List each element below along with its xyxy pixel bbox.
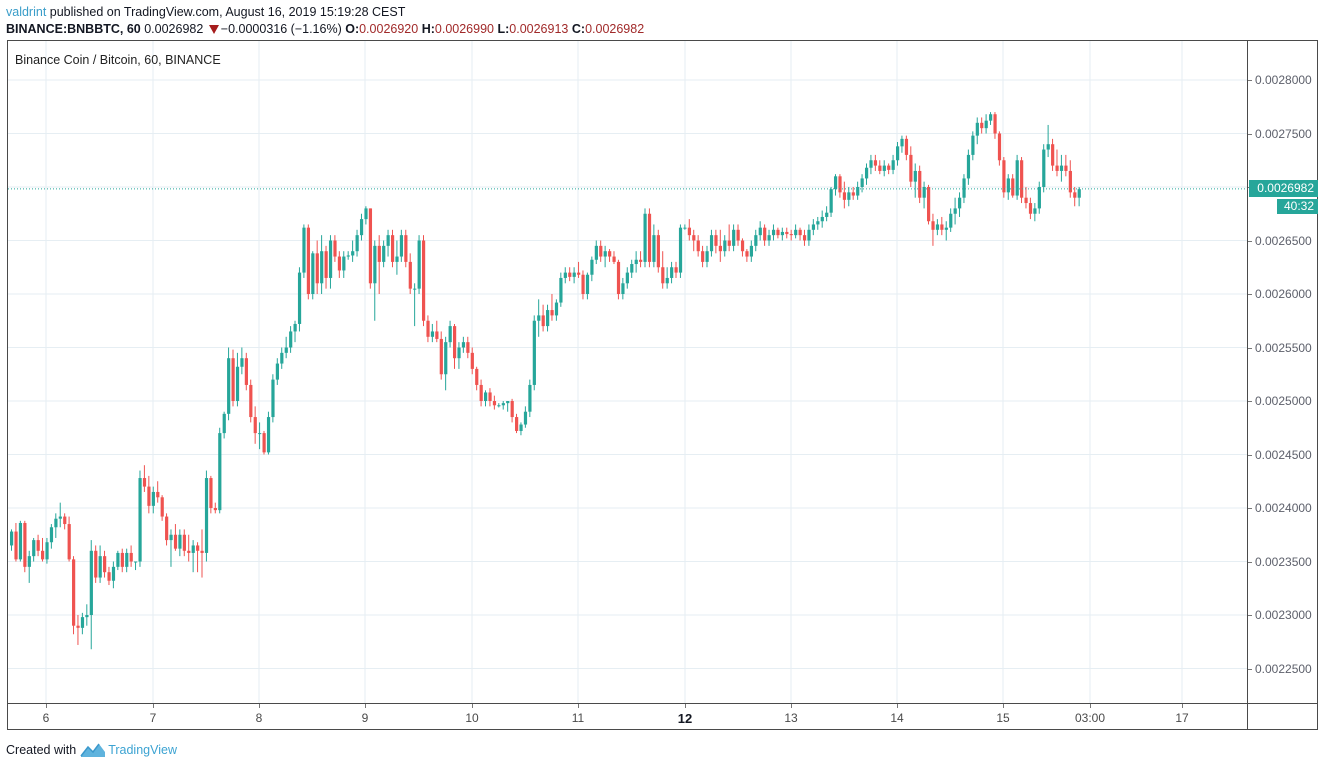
publish-info: valdrint published on TradingView.com, A…: [6, 5, 405, 19]
time-tick-label: 10: [465, 711, 479, 725]
price-tick-mark: [1248, 615, 1252, 616]
low-value: 0.0026913: [509, 22, 569, 36]
published-text: published on TradingView.com, August 16,…: [46, 5, 406, 19]
open-label: O:: [345, 22, 360, 36]
price-tick-mark: [1248, 401, 1252, 402]
author-link[interactable]: valdrint: [6, 5, 47, 19]
price-tick-mark: [1248, 508, 1252, 509]
close-value: 0.0026982: [585, 22, 645, 36]
tradingview-brand-link[interactable]: TradingView: [108, 743, 177, 757]
price-tick-label: 0.0026500: [1255, 233, 1312, 248]
last-price-badge: 0.0026982: [1249, 180, 1318, 198]
time-tick-label: 14: [890, 711, 904, 725]
high-value: 0.0026990: [434, 22, 494, 36]
price-tick-mark: [1248, 347, 1252, 349]
time-tick-label: 11: [571, 711, 585, 725]
last-price: 0.0026982: [144, 22, 204, 36]
price-tick-mark: [1248, 133, 1252, 135]
time-tick-mark: [1090, 704, 1091, 708]
symbol-label: BINANCE:BNBBTC, 60: [6, 22, 141, 36]
time-tick-mark: [1003, 704, 1004, 708]
price-axis-border: [1247, 40, 1248, 730]
price-change: −0.0000316 (−1.16%): [220, 22, 342, 36]
symbol-legend: BINANCE:BNBBTC, 60 0.0026982 −0.0000316 …: [6, 22, 644, 36]
price-tick-label: 0.0023000: [1255, 608, 1312, 622]
open-value: 0.0026920: [359, 22, 419, 36]
tradingview-logo-icon: [80, 743, 106, 757]
time-tick-mark: [153, 704, 154, 708]
price-tick-label: 0.0025000: [1255, 394, 1312, 408]
price-tick-mark: [1248, 561, 1252, 563]
time-tick-label: 03:00: [1074, 711, 1106, 725]
price-tick-label: 0.0023500: [1255, 554, 1312, 569]
price-tick-label: 0.0022500: [1255, 661, 1312, 676]
time-tick-mark: [791, 704, 792, 708]
price-tick-label: 0.0024000: [1255, 501, 1312, 515]
time-tick-mark: [685, 704, 686, 708]
pane-title: Binance Coin / Bitcoin, 60, BINANCE: [15, 53, 221, 67]
created-with-text: Created with: [6, 743, 77, 757]
time-tick-label: 6: [42, 711, 50, 725]
time-tick-label: 12: [677, 711, 693, 726]
time-tick-mark: [46, 704, 47, 708]
price-tick-mark: [1248, 80, 1252, 81]
price-tick-mark: [1248, 668, 1252, 670]
time-tick-mark: [897, 704, 898, 708]
price-tick-mark: [1248, 454, 1252, 456]
price-tick-mark: [1248, 240, 1252, 242]
high-label: H:: [421, 22, 435, 36]
time-tick-mark: [578, 704, 579, 708]
price-tick-label: 0.0026000: [1255, 287, 1312, 301]
time-tick-mark: [472, 704, 473, 708]
time-tick-label: 15: [996, 711, 1010, 725]
price-tick-mark: [1248, 294, 1252, 295]
countdown-badge: 40:32: [1277, 198, 1318, 214]
price-tick-label: 0.0027500: [1255, 126, 1312, 141]
time-tick-mark: [365, 704, 366, 708]
price-tick-label: 0.0028000: [1255, 73, 1312, 87]
time-axis-border: [7, 703, 1318, 704]
time-tick-mark: [1182, 704, 1183, 708]
price-tick-label: 0.0025500: [1255, 340, 1312, 355]
time-tick-label: 9: [361, 711, 369, 725]
time-tick-mark: [259, 704, 260, 708]
down-triangle-icon: [208, 25, 219, 34]
time-tick-label: 13: [784, 711, 798, 725]
chart-frame: [7, 40, 1318, 730]
close-label: C:: [571, 22, 586, 36]
price-tick-label: 0.0024500: [1255, 447, 1312, 462]
low-label: L:: [497, 22, 510, 36]
time-tick-label: 8: [255, 711, 263, 725]
time-tick-label: 17: [1175, 711, 1189, 725]
time-tick-label: 7: [149, 711, 157, 725]
footer: Created with TradingView: [6, 742, 177, 758]
